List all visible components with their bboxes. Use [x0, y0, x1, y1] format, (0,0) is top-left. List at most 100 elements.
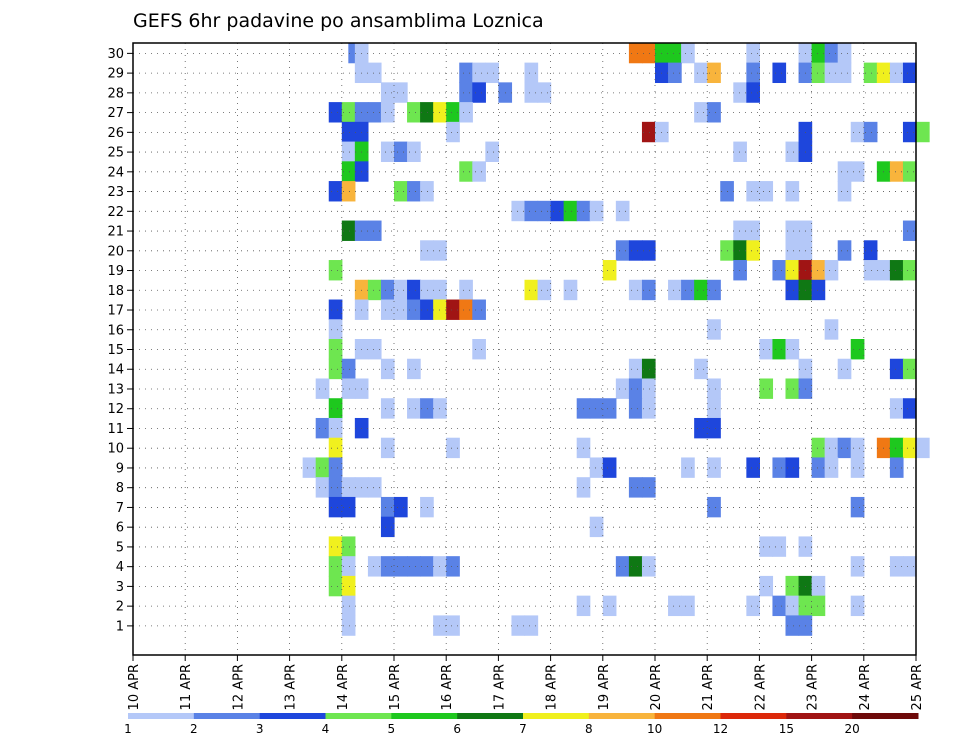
heatmap-cell	[446, 102, 460, 123]
heatmap-cell	[628, 378, 643, 399]
heatmap-cell	[746, 220, 760, 241]
heatmap-cell	[407, 398, 421, 419]
x-tick-label: 23 APR	[806, 664, 821, 710]
heatmap-cell	[694, 358, 708, 380]
heatmap-cell	[380, 82, 395, 103]
heatmap-cell	[668, 595, 682, 617]
heatmap-cell	[850, 339, 865, 360]
heatmap-cell	[837, 161, 852, 182]
heatmap-cell	[341, 378, 356, 399]
colorbar-label: 2	[190, 722, 198, 736]
x-tick-label: 14 APR	[336, 664, 351, 710]
heatmap-cell	[563, 279, 578, 301]
y-tick-label: 12	[107, 402, 124, 417]
heatmap-cell	[694, 102, 708, 123]
heatmap-cell	[511, 200, 526, 222]
x-tick-label: 25 APR	[910, 664, 925, 710]
heatmap-cell	[785, 279, 800, 301]
heatmap-cell	[837, 181, 852, 202]
heatmap-cell	[641, 378, 656, 399]
heatmap-cell	[602, 457, 617, 478]
heatmap-cell	[811, 437, 826, 459]
heatmap-cell	[380, 102, 395, 123]
heatmap-cell	[889, 437, 904, 459]
heatmap-cell	[772, 536, 787, 557]
heatmap-cell	[380, 556, 395, 577]
heatmap-cell	[315, 417, 330, 439]
heatmap-cell	[902, 437, 917, 459]
heatmap-cell	[328, 319, 343, 340]
heatmap-cell	[707, 496, 721, 518]
heatmap-cell	[707, 457, 721, 478]
heatmap-cell	[459, 62, 473, 84]
heatmap-cell	[394, 181, 408, 202]
colorbar-label: 20	[845, 722, 860, 736]
heatmap-cell	[916, 437, 930, 459]
heatmap-cell	[759, 536, 774, 557]
heatmap-cell	[394, 299, 408, 320]
heatmap-cell	[889, 556, 904, 577]
heatmap-cell	[902, 556, 917, 577]
colorbar-swatch	[193, 713, 261, 719]
heatmap-cell	[380, 496, 395, 518]
heatmap-cell	[367, 220, 382, 241]
heatmap-cell	[772, 260, 787, 281]
heatmap-cell	[341, 141, 356, 162]
heatmap-cell	[485, 62, 499, 84]
heatmap-cell	[889, 161, 904, 182]
colorbar-label: 7	[519, 722, 527, 736]
y-tick-label: 6	[116, 521, 124, 536]
y-tick-label: 30	[107, 47, 124, 62]
heatmap-cells	[302, 42, 930, 636]
heatmap-cell	[341, 595, 356, 617]
heatmap-cell	[863, 240, 878, 261]
heatmap-cell	[446, 615, 460, 636]
heatmap-cell	[459, 82, 473, 103]
heatmap-cell	[472, 161, 486, 182]
heatmap-cell	[394, 141, 408, 162]
heatmap-cell	[785, 595, 800, 617]
heatmap-cell	[407, 141, 421, 162]
heatmap-cell	[420, 181, 434, 202]
heatmap-cell	[850, 161, 865, 182]
heatmap-cell	[615, 240, 630, 261]
heatmap-cell	[472, 82, 486, 103]
heatmap-cell	[811, 260, 826, 281]
heatmap-cell	[328, 260, 343, 281]
y-tick-label: 27	[107, 106, 124, 121]
y-tick-label: 23	[107, 185, 124, 200]
heatmap-cell	[733, 82, 747, 103]
heatmap-cell	[824, 260, 839, 281]
heatmap-cell	[641, 121, 656, 143]
heatmap-cell	[902, 161, 917, 182]
heatmap-cell	[328, 457, 343, 478]
heatmap-cell	[772, 457, 787, 478]
heatmap-cell	[811, 575, 826, 597]
heatmap-cell	[537, 200, 552, 222]
colorbar-swatch	[325, 713, 392, 719]
heatmap-cell	[420, 556, 434, 577]
heatmap-cell	[668, 279, 682, 301]
heatmap-cell	[785, 378, 800, 399]
heatmap-cell	[850, 595, 865, 617]
heatmap-cell	[746, 42, 760, 64]
y-tick-label: 20	[107, 244, 124, 259]
heatmap-cell	[341, 575, 356, 597]
heatmap-cell	[733, 260, 747, 281]
heatmap-cell	[420, 279, 434, 301]
heatmap-cell	[537, 279, 552, 301]
heatmap-cell	[641, 477, 656, 498]
heatmap-cell	[746, 82, 760, 103]
heatmap-cell	[759, 575, 774, 597]
heatmap-cell	[446, 299, 460, 320]
heatmap-cell	[902, 398, 917, 419]
heatmap-cell	[407, 279, 421, 301]
heatmap-cell	[824, 319, 839, 340]
heatmap-cell	[328, 358, 343, 380]
heatmap-cell	[694, 279, 708, 301]
heatmap-cell	[785, 141, 800, 162]
heatmap-cell	[759, 339, 774, 360]
heatmap-cell	[615, 378, 630, 399]
heatmap-cell	[707, 279, 721, 301]
x-tick-label: 10 APR	[127, 664, 142, 710]
